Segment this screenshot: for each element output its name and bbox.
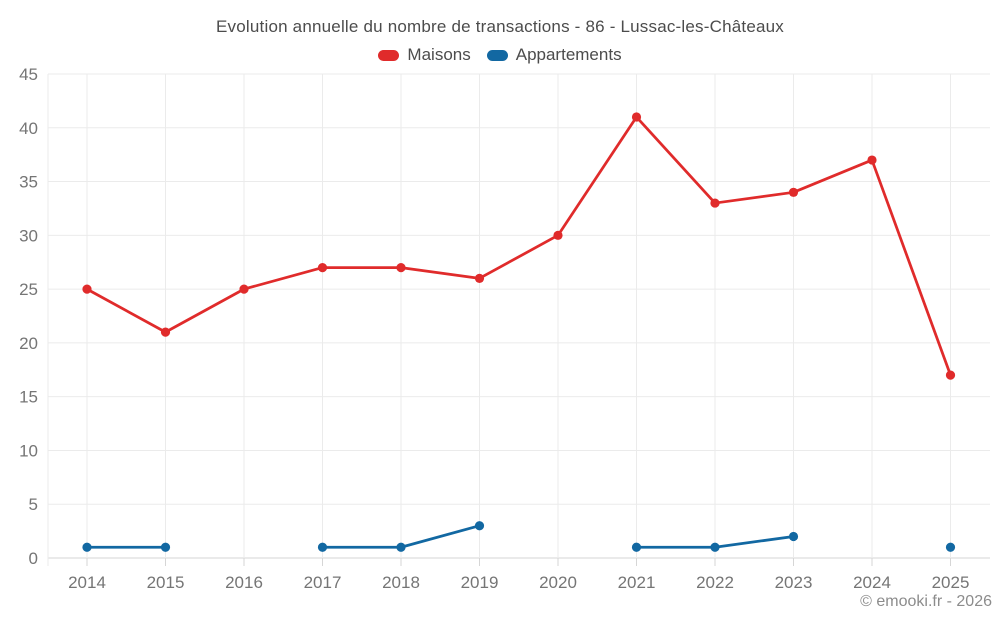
legend-swatch-maisons-icon — [378, 49, 400, 61]
data-point-appartements-2018[interactable] — [396, 542, 406, 552]
y-axis-tick-label: 45 — [19, 65, 38, 84]
data-point-appartements-2021[interactable] — [631, 542, 642, 552]
x-axis-tick-label: 2020 — [539, 573, 577, 592]
data-point-maisons-2016[interactable] — [239, 284, 249, 294]
chart-title: Evolution annuelle du nombre de transact… — [216, 17, 784, 36]
data-point-appartements-2023[interactable] — [788, 531, 799, 542]
data-point-appartements-2015[interactable] — [160, 542, 171, 552]
data-point-maisons-2019[interactable] — [474, 273, 485, 283]
data-point-maisons-2025[interactable] — [945, 370, 956, 380]
legend-label-maisons: Maisons — [407, 45, 471, 64]
legend-item-maisons[interactable]: Maisons — [378, 45, 471, 65]
x-axis-tick-label: 2018 — [382, 573, 420, 592]
series-line-maisons — [85, 115, 952, 377]
y-axis-tick-label: 5 — [29, 495, 38, 514]
data-point-appartements-2017[interactable] — [317, 542, 328, 552]
y-axis-tick-label: 10 — [19, 441, 38, 460]
data-point-maisons-2015[interactable] — [160, 327, 171, 337]
x-axis-tick-label: 2025 — [932, 573, 970, 592]
chart-legend: Maisons Appartements — [0, 45, 1000, 65]
y-axis-tick-label: 20 — [19, 334, 38, 353]
y-axis-tick-label: 40 — [19, 119, 38, 138]
x-axis-tick-label: 2021 — [618, 573, 656, 592]
data-point-maisons-2023[interactable] — [788, 187, 799, 197]
data-point-maisons-2014[interactable] — [82, 284, 92, 294]
x-axis-tick-label: 2022 — [696, 573, 734, 592]
x-axis-tick-label: 2019 — [461, 573, 499, 592]
x-axis-tick-label: 2017 — [304, 573, 342, 592]
data-point-maisons-2018[interactable] — [396, 263, 406, 273]
data-point-maisons-2020[interactable] — [553, 230, 563, 240]
legend-label-appartements: Appartements — [515, 45, 622, 64]
x-axis-tick-label: 2016 — [225, 573, 263, 592]
data-point-maisons-2024[interactable] — [867, 155, 877, 165]
legend-swatch-appartements-icon — [486, 49, 508, 61]
data-point-maisons-2022[interactable] — [710, 198, 720, 208]
data-point-maisons-2017[interactable] — [317, 263, 328, 273]
x-axis-tick-label: 2024 — [853, 573, 891, 592]
x-axis-tick-label: 2014 — [68, 573, 106, 592]
legend-item-appartements[interactable]: Appartements — [486, 45, 622, 65]
y-axis-tick-label: 35 — [19, 173, 38, 192]
x-axis-tick-label: 2015 — [147, 573, 185, 592]
data-point-appartements-2014[interactable] — [82, 542, 92, 552]
data-point-maisons-2021[interactable] — [631, 112, 642, 122]
y-axis-tick-label: 25 — [19, 280, 38, 299]
y-axis-tick-label: 30 — [19, 226, 38, 245]
data-point-appartements-2019[interactable] — [474, 521, 485, 531]
data-point-appartements-2025[interactable] — [945, 542, 956, 552]
data-point-appartements-2022[interactable] — [710, 542, 720, 552]
y-axis-tick-label: 0 — [29, 549, 38, 568]
x-axis-tick-label: 2023 — [775, 573, 813, 592]
y-axis-tick-label: 15 — [19, 388, 38, 407]
copyright-text: © emooki.fr - 2026 — [860, 593, 992, 610]
